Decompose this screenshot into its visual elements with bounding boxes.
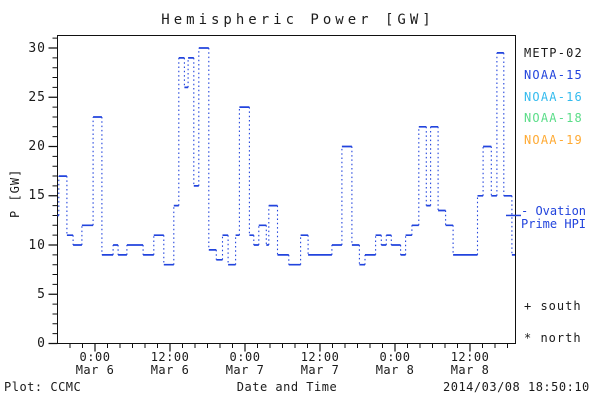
x-tick-label-mar-6-1200: 12:00 Mar 6 (138, 351, 202, 377)
y-axis-minor-ticks (52, 37, 58, 335)
x-tick-date: Mar 7 (300, 363, 340, 377)
x-tick-time: 12:00 (450, 350, 490, 364)
legend-item-noaa-19: NOAA-19 (524, 133, 583, 147)
x-tick-time: 0:00 (229, 350, 261, 364)
x-tick-label-mar-7-000: 0:00 Mar 7 (213, 351, 277, 377)
x-tick-label-mar-7-1200: 12:00 Mar 7 (288, 351, 352, 377)
x-tick-label-mar-8-000: 0:00 Mar 8 (363, 351, 427, 377)
x-tick-time: 0:00 (79, 350, 111, 364)
x-axis-minor-ticks (69, 343, 508, 348)
x-tick-date: Mar 6 (75, 363, 115, 377)
legend-item-noaa-15: NOAA-15 (524, 68, 583, 82)
ovation-prime-label-line1: - Ovation (521, 204, 587, 218)
axis-box (57, 35, 516, 344)
ovation-prime-label-line2: Prime HPI (521, 217, 587, 231)
x-tick-date: Mar 8 (375, 363, 415, 377)
x-tick-time: 0:00 (379, 350, 411, 364)
y-tick-label-10: 10 (28, 237, 46, 253)
x-tick-date: Mar 7 (225, 363, 265, 377)
x-tick-time: 12:00 (300, 350, 340, 364)
legend-item-noaa-16: NOAA-16 (524, 90, 583, 104)
plot-timestamp: 2014/03/08 18:50:10 (443, 380, 590, 394)
y-tick-label-5: 5 (37, 286, 46, 302)
y-axis-major-ticks (48, 47, 58, 345)
y-tick-label-15: 15 (28, 188, 46, 204)
plot-credit: Plot: CCMC (4, 380, 82, 394)
x-tick-date: Mar 8 (450, 363, 490, 377)
y-tick-label-30: 30 (28, 40, 46, 56)
legend-item-metp-02: METP-02 (524, 46, 583, 60)
x-axis-major-ticks (94, 343, 471, 352)
y-tick-label-0: 0 (37, 336, 46, 351)
data-line-horizontal-steps (57, 47, 515, 266)
y-tick-label-25: 25 (28, 89, 46, 105)
legend-item-noaa-18: NOAA-18 (524, 111, 583, 125)
data-line-vertical-connectors (58, 48, 513, 265)
x-axis-label: Date and Time (236, 380, 338, 394)
y-tick-label-20: 20 (28, 139, 46, 154)
south-marker-label: + south (524, 299, 582, 313)
chart-title: Hemispheric Power [GW] (161, 12, 435, 28)
x-tick-label-mar-8-1200: 12:00 Mar 8 (438, 351, 502, 377)
north-marker-label: * north (524, 331, 582, 345)
x-tick-date: Mar 6 (150, 363, 190, 377)
x-tick-label-mar-6-000: 0:00 Mar 6 (63, 351, 127, 377)
x-tick-time: 12:00 (150, 350, 190, 364)
